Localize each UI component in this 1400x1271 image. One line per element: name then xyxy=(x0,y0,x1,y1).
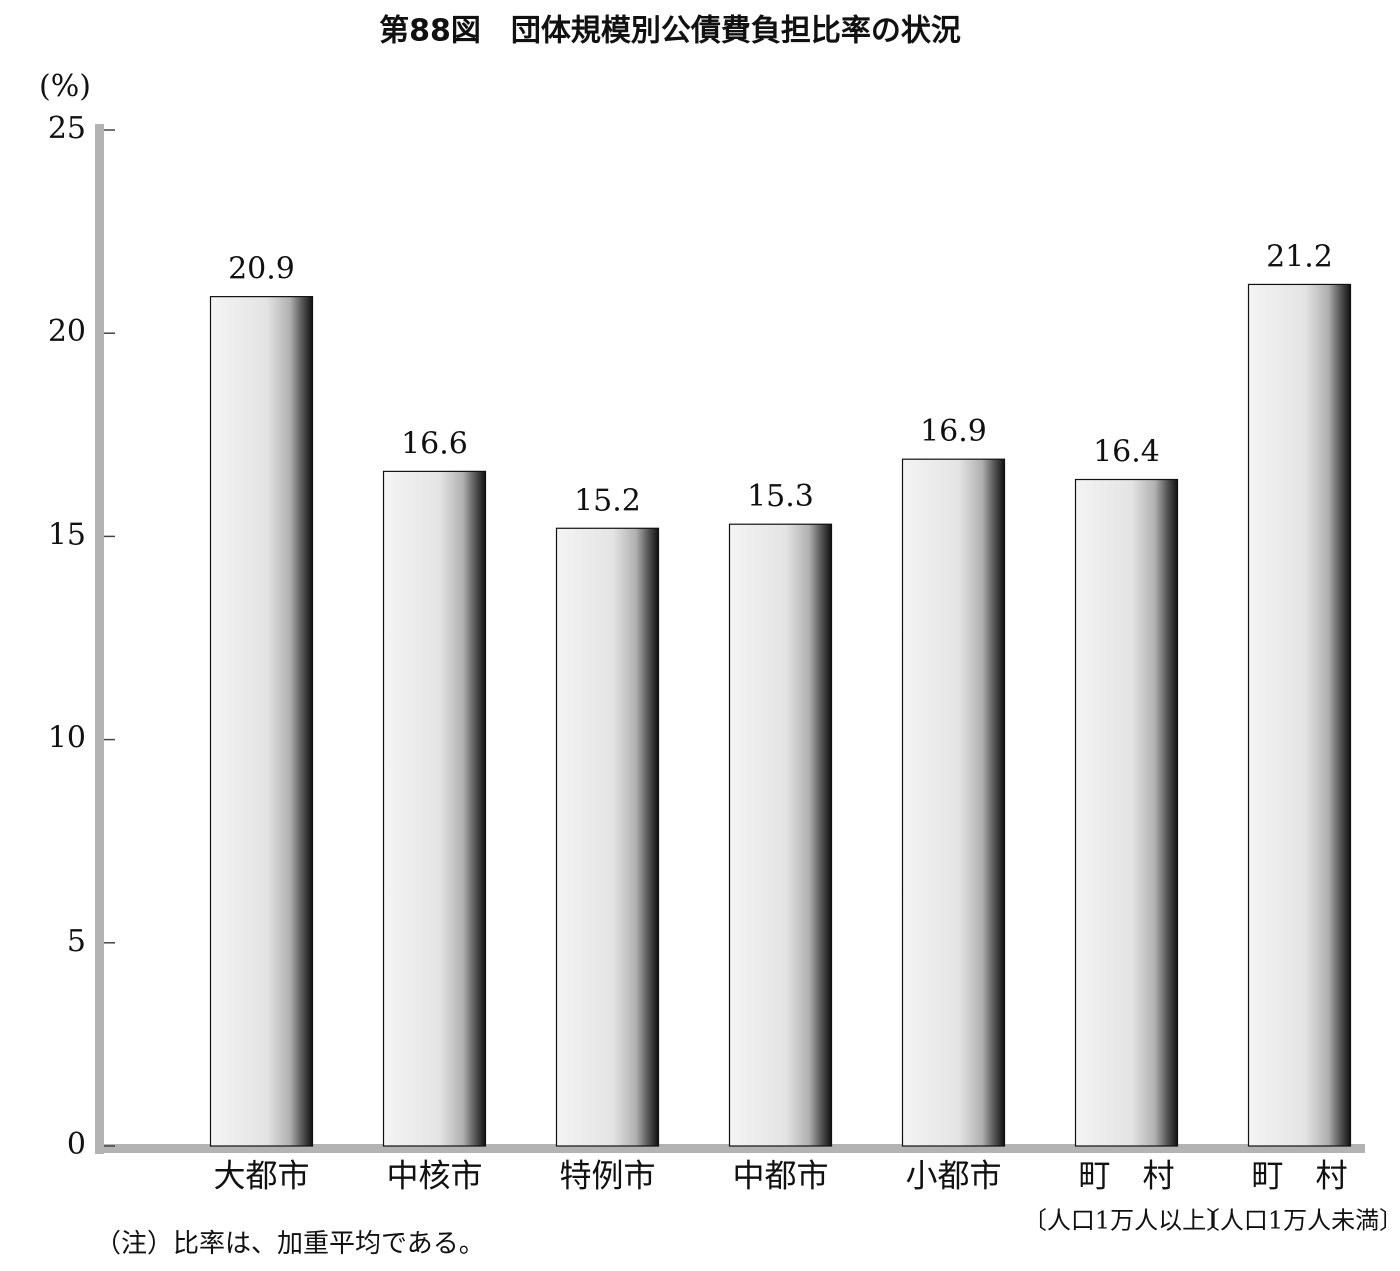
x-tick-label: 小都市 xyxy=(905,1157,1001,1195)
y-axis xyxy=(95,124,104,1154)
y-tick-label: 20 xyxy=(48,314,86,349)
y-tick-label: 25 xyxy=(48,111,86,146)
bar xyxy=(555,527,660,1147)
x-tick-label: 中核市 xyxy=(386,1157,482,1195)
bar xyxy=(209,296,314,1147)
bar xyxy=(901,458,1006,1147)
bar xyxy=(1247,283,1352,1147)
bar xyxy=(1074,478,1179,1147)
x-tick-label: 特例市 xyxy=(559,1157,655,1195)
x-tick-label: 町 村 xyxy=(1078,1157,1174,1195)
x-tick-sublabel: 〔人口1万人以上〕 xyxy=(1023,1207,1230,1235)
y-unit: (%) xyxy=(39,69,91,104)
value-label: 15.3 xyxy=(747,479,814,514)
bar xyxy=(728,523,833,1147)
x-tick-sublabel: 〔人口1万人未満〕 xyxy=(1196,1207,1400,1235)
value-label: 20.9 xyxy=(228,252,295,287)
x-tick-label: 中都市 xyxy=(732,1157,828,1195)
x-tick-label: 町 村 xyxy=(1251,1157,1347,1195)
value-label: 16.4 xyxy=(1093,435,1160,470)
x-tick-label: 大都市 xyxy=(213,1157,309,1195)
y-tick-label: 10 xyxy=(48,721,86,756)
bar xyxy=(382,470,487,1147)
value-label: 16.9 xyxy=(920,414,987,449)
value-label: 21.2 xyxy=(1266,239,1333,274)
y-tick-label: 5 xyxy=(67,924,86,959)
x-axis xyxy=(95,1144,1365,1153)
value-label: 16.6 xyxy=(401,426,468,461)
value-label: 15.2 xyxy=(574,483,641,518)
y-tick-label: 0 xyxy=(67,1127,86,1162)
chart-title: 第88図 団体規模別公債費負担比率の状況 xyxy=(379,14,961,49)
note: （注）比率は、加重平均である。 xyxy=(95,1229,485,1259)
y-tick-label: 15 xyxy=(48,517,86,552)
